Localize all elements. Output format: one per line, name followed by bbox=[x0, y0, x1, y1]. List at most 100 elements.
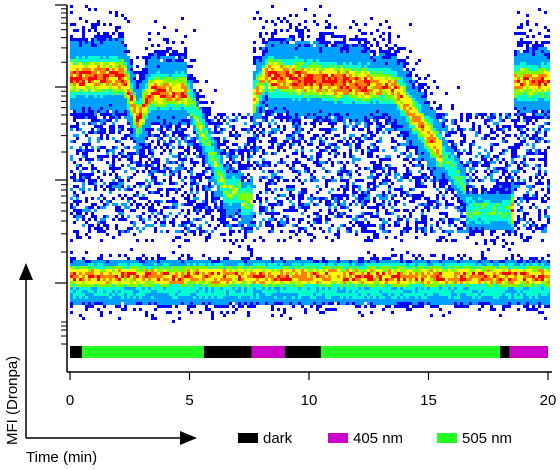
density-cell bbox=[256, 293, 259, 296]
density-cell bbox=[256, 146, 259, 149]
density-cell bbox=[244, 266, 247, 269]
density-cell bbox=[202, 281, 205, 284]
density-cell bbox=[286, 266, 289, 269]
density-cell bbox=[145, 137, 148, 140]
density-cell bbox=[316, 80, 319, 83]
density-cell bbox=[223, 206, 226, 209]
density-cell bbox=[118, 77, 121, 80]
density-cell bbox=[259, 89, 262, 92]
density-cell bbox=[214, 284, 217, 287]
density-cell bbox=[115, 56, 118, 59]
density-cell bbox=[322, 101, 325, 104]
density-cell bbox=[184, 197, 187, 200]
density-cell bbox=[307, 275, 310, 278]
density-cell bbox=[127, 92, 130, 95]
density-cell bbox=[82, 266, 85, 269]
density-cell bbox=[160, 107, 163, 110]
density-cell bbox=[283, 293, 286, 296]
density-cell bbox=[220, 116, 223, 119]
density-cell bbox=[100, 80, 103, 83]
density-cell bbox=[178, 113, 181, 116]
density-cell bbox=[187, 263, 190, 266]
density-cell bbox=[310, 293, 313, 296]
density-cell bbox=[124, 107, 127, 110]
density-cell bbox=[328, 275, 331, 278]
density-cell bbox=[265, 77, 268, 80]
density-cell bbox=[310, 44, 313, 47]
density-cell bbox=[193, 140, 196, 143]
density-cell bbox=[79, 98, 82, 101]
density-cell bbox=[82, 191, 85, 194]
density-cell bbox=[280, 188, 283, 191]
density-cell bbox=[265, 281, 268, 284]
density-cell bbox=[166, 68, 169, 71]
density-cell bbox=[241, 224, 244, 227]
density-cell bbox=[76, 80, 79, 83]
density-cell bbox=[271, 77, 274, 80]
density-cell bbox=[307, 65, 310, 68]
density-cell bbox=[298, 221, 301, 224]
density-cell bbox=[298, 302, 301, 305]
density-cell bbox=[121, 80, 124, 83]
density-cell bbox=[163, 62, 166, 65]
density-cell bbox=[160, 152, 163, 155]
density-cell bbox=[145, 68, 148, 71]
density-cell bbox=[118, 50, 121, 53]
density-cell bbox=[166, 281, 169, 284]
density-cell bbox=[100, 263, 103, 266]
density-cell bbox=[247, 269, 250, 272]
density-cell bbox=[148, 110, 151, 113]
density-cell bbox=[295, 86, 298, 89]
density-cell bbox=[127, 188, 130, 191]
density-cell bbox=[247, 290, 250, 293]
density-cell bbox=[259, 140, 262, 143]
density-cell bbox=[298, 86, 301, 89]
density-cell bbox=[304, 8, 307, 11]
density-cell bbox=[160, 104, 163, 107]
density-cell bbox=[139, 104, 142, 107]
density-cell bbox=[169, 263, 172, 266]
density-cell bbox=[304, 20, 307, 23]
density-cell bbox=[298, 275, 301, 278]
density-cell bbox=[112, 98, 115, 101]
density-cell bbox=[100, 125, 103, 128]
density-cell bbox=[115, 86, 118, 89]
density-cell bbox=[271, 119, 274, 122]
density-cell bbox=[91, 293, 94, 296]
density-cell bbox=[103, 293, 106, 296]
density-cell bbox=[253, 161, 256, 164]
density-cell bbox=[250, 305, 253, 308]
density-cell bbox=[121, 269, 124, 272]
density-cell bbox=[175, 116, 178, 119]
density-cell bbox=[181, 152, 184, 155]
density-cell bbox=[94, 89, 97, 92]
density-cell bbox=[298, 92, 301, 95]
density-cell bbox=[130, 119, 133, 122]
density-cell bbox=[184, 65, 187, 68]
density-cell bbox=[142, 194, 145, 197]
density-cell bbox=[325, 275, 328, 278]
density-cell bbox=[88, 83, 91, 86]
density-cell bbox=[277, 239, 280, 242]
density-cell bbox=[70, 212, 73, 215]
density-cell bbox=[115, 278, 118, 281]
density-cell bbox=[247, 200, 250, 203]
density-cell bbox=[148, 143, 151, 146]
density-cell bbox=[292, 131, 295, 134]
density-cell bbox=[139, 119, 142, 122]
density-cell bbox=[142, 287, 145, 290]
density-cell bbox=[130, 89, 133, 92]
density-cell bbox=[235, 239, 238, 242]
density-cell bbox=[157, 269, 160, 272]
density-cell bbox=[235, 191, 238, 194]
density-cell bbox=[274, 188, 277, 191]
density-cell bbox=[142, 260, 145, 263]
density-cell bbox=[100, 62, 103, 65]
density-cell bbox=[118, 302, 121, 305]
density-cell bbox=[151, 155, 154, 158]
density-cell bbox=[112, 296, 115, 299]
density-cell bbox=[295, 131, 298, 134]
density-cell bbox=[235, 206, 238, 209]
density-cell bbox=[292, 197, 295, 200]
density-cell bbox=[259, 155, 262, 158]
